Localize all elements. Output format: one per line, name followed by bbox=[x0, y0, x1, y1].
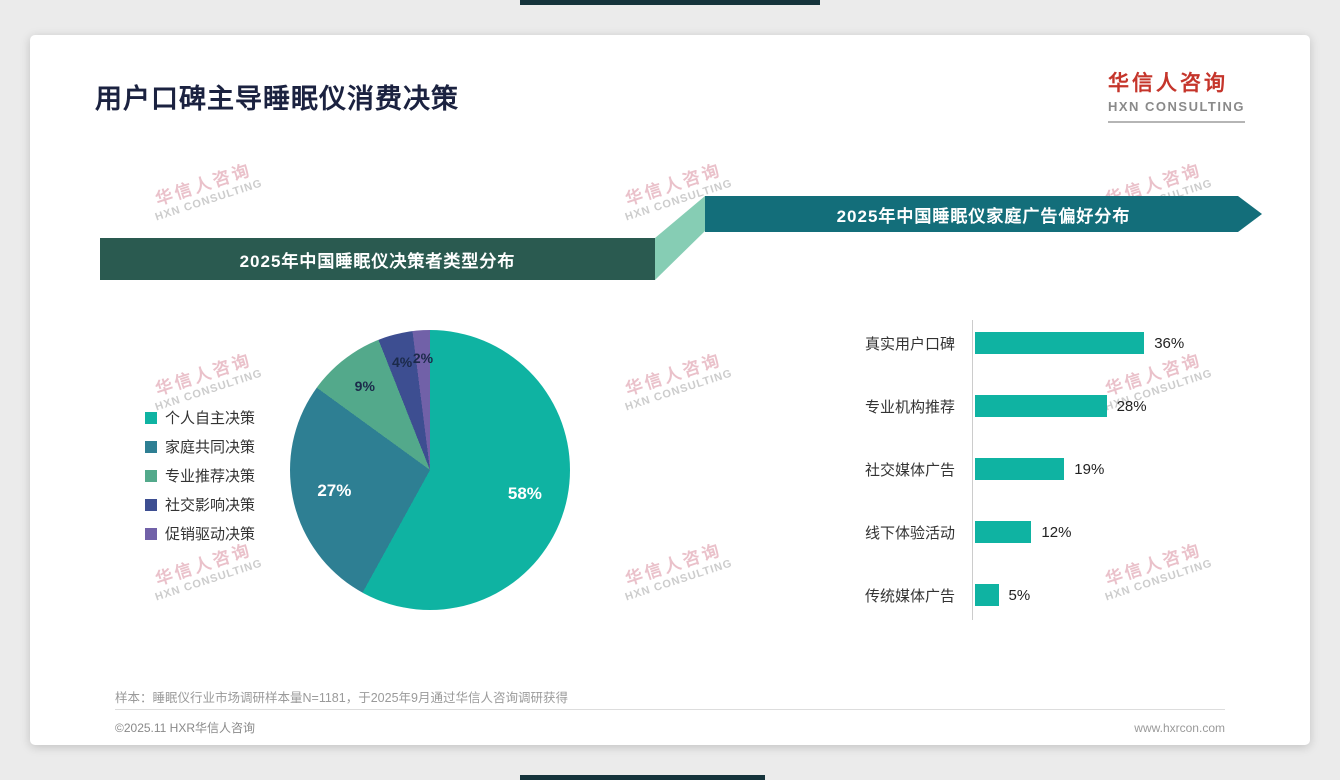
bar-row: 传统媒体广告 5% bbox=[785, 584, 1265, 606]
legend-swatch bbox=[145, 498, 157, 511]
legend-swatch bbox=[145, 411, 157, 424]
bar-category-label: 专业机构推荐 bbox=[864, 398, 955, 416]
company-logo: 华信人咨询 HXN CONSULTING bbox=[1107, 67, 1245, 123]
bar-value-label: 5% bbox=[1008, 586, 1031, 604]
watermark-en: HXN CONSULTING bbox=[623, 557, 735, 604]
bar-chart-title-banner: 2025年中国睡眠仪家庭广告偏好分布 bbox=[705, 196, 1262, 232]
pie-slice-label: 4% bbox=[392, 353, 413, 370]
sample-footnote: 样本：睡眠仪行业市场调研样本量N=1181，于2025年9月通过华信人咨询调研获… bbox=[115, 691, 568, 705]
legend-label: 个人自主决策 bbox=[165, 410, 256, 427]
bar bbox=[975, 521, 1032, 543]
bar-chart-title: 2025年中国睡眠仪家庭广告偏好分布 bbox=[836, 206, 1131, 226]
footer-divider bbox=[115, 709, 1225, 710]
watermark-en: HXN CONSULTING bbox=[153, 177, 265, 224]
bar-category-label: 线下体验活动 bbox=[864, 524, 955, 542]
bar-category-label: 传统媒体广告 bbox=[864, 587, 955, 605]
bar-value-label: 12% bbox=[1041, 523, 1072, 541]
bar-value-label: 36% bbox=[1154, 334, 1185, 352]
legend-swatch bbox=[145, 440, 157, 453]
legend-item: 促销驱动决策 bbox=[145, 519, 255, 548]
bar-row: 专业机构推荐 28% bbox=[785, 395, 1265, 417]
watermark-cn: 华信人咨询 bbox=[623, 350, 725, 400]
bottom-accent-bar bbox=[520, 775, 765, 780]
bar bbox=[975, 395, 1107, 417]
legend-item: 个人自主决策 bbox=[145, 403, 255, 432]
banner-connector-shape bbox=[655, 196, 705, 280]
legend-item: 专业推荐决策 bbox=[145, 461, 255, 490]
pie-slice-label: 2% bbox=[412, 350, 434, 367]
watermark-en: HXN CONSULTING bbox=[623, 367, 735, 414]
bar-value-label: 19% bbox=[1074, 460, 1105, 478]
bar-rows: 真实用户口碑 36% 专业机构推荐 28% 社交媒体广告 19% 线下体验活动 12% 传统媒体… bbox=[785, 332, 1265, 647]
legend-label: 专业推荐决策 bbox=[165, 468, 256, 485]
bar-row: 线下体验活动 12% bbox=[785, 521, 1265, 543]
bar bbox=[975, 332, 1145, 354]
bar-value-label: 28% bbox=[1116, 397, 1147, 415]
bar-row: 社交媒体广告 19% bbox=[785, 458, 1265, 480]
legend-swatch bbox=[145, 469, 157, 482]
page-title: 用户口碑主导睡眠仪消费决策 bbox=[95, 84, 459, 114]
bar bbox=[975, 458, 1065, 480]
pie-slice-label: 27% bbox=[317, 481, 352, 501]
watermark-en: HXN CONSULTING bbox=[153, 557, 265, 604]
legend-item: 家庭共同决策 bbox=[145, 432, 255, 461]
logo-chinese-name: 华信人咨询 bbox=[1107, 72, 1228, 95]
pie-chart-wrap: 58% 27% 9% 4% 2% bbox=[290, 330, 570, 610]
watermark-cn: 华信人咨询 bbox=[153, 160, 255, 210]
website-text: www.hxrcon.com bbox=[1134, 721, 1225, 735]
bar-row: 真实用户口碑 36% bbox=[785, 332, 1265, 354]
watermark-cn: 华信人咨询 bbox=[623, 540, 725, 590]
copyright-text: ©2025.11 HXR华信人咨询 bbox=[115, 721, 255, 735]
legend-item: 社交影响决策 bbox=[145, 490, 255, 519]
legend-label: 社交影响决策 bbox=[165, 497, 256, 514]
bar-category-label: 社交媒体广告 bbox=[864, 461, 955, 479]
bar-chart-axis-line bbox=[972, 320, 973, 620]
bar-category-label: 真实用户口碑 bbox=[864, 335, 955, 353]
pie-slice-label: 58% bbox=[507, 484, 542, 504]
pie-chart-title: 2025年中国睡眠仪决策者类型分布 bbox=[239, 251, 516, 271]
legend-label: 促销驱动决策 bbox=[165, 526, 256, 543]
logo-english-name: HXN CONSULTING bbox=[1107, 99, 1245, 114]
pie-chart bbox=[290, 330, 570, 610]
pie-slice-label: 9% bbox=[354, 377, 375, 394]
legend-label: 家庭共同决策 bbox=[165, 439, 256, 456]
slide-card: 华信人咨询 HXN CONSULTING 华信人咨询 HXN CONSULTING 华信… bbox=[30, 35, 1310, 745]
watermark-cn: 华信人咨询 bbox=[153, 350, 255, 400]
top-accent-bar bbox=[520, 0, 820, 5]
legend-swatch bbox=[145, 527, 157, 540]
pie-legend: 个人自主决策 家庭共同决策 专业推荐决策 社交影响决策 促销驱动决策 bbox=[145, 403, 255, 548]
bar bbox=[975, 584, 999, 606]
pie-chart-title-banner: 2025年中国睡眠仪决策者类型分布 bbox=[100, 238, 655, 280]
